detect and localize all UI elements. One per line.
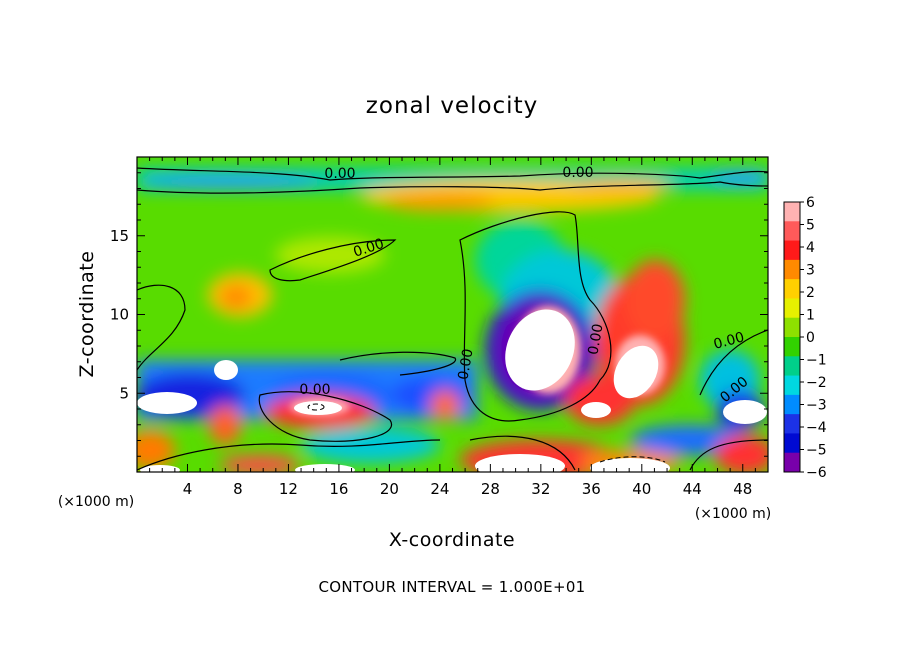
colorbar-tick-label: −1 — [806, 353, 827, 369]
colorbar-swatch — [784, 433, 800, 454]
colorbar-swatch — [784, 414, 800, 434]
colorbar: 6 5 4 3 2 1 0 −1 −2 −3 −4 −5 −6 — [783, 195, 827, 481]
colorbar-swatch — [784, 279, 800, 299]
y-axis-title: Z-coordinate — [76, 251, 98, 378]
colorbar-swatch — [784, 202, 800, 222]
contour-label: 0.00 — [455, 348, 476, 381]
colorbar-tick-label: 0 — [806, 330, 815, 346]
x-unit-label-right: (×1000 m) — [695, 506, 771, 522]
colorbar-swatch — [784, 375, 800, 396]
y-axis: 5 10 15 — [110, 172, 768, 457]
x-tick-label: 20 — [380, 480, 399, 498]
zero-contours — [137, 167, 768, 471]
contour-label: 0.00 — [585, 323, 606, 356]
x-tick-label: 40 — [632, 480, 651, 498]
colorbar-tick-label: −6 — [806, 465, 827, 481]
x-tick-label: 16 — [329, 480, 348, 498]
x-tick-label: 24 — [430, 480, 449, 498]
colorbar-tick-label: 1 — [806, 308, 815, 324]
x-axis: 4 8 12 16 20 24 28 32 36 40 44 48 — [149, 157, 756, 498]
y-tick-label: 10 — [110, 306, 129, 324]
contour-interval-note: CONTOUR INTERVAL = 1.000E+01 — [318, 578, 585, 596]
contour-labels: 0.00 0.000.000.000.000.00 0.000.00 — [299, 165, 751, 406]
x-tick-label: 48 — [733, 480, 752, 498]
colorbar-tick-label: 4 — [806, 240, 815, 256]
colorbar-tick-label: 6 — [806, 195, 815, 211]
colorbar-swatch — [784, 259, 800, 280]
heatmap-field — [137, 157, 768, 472]
colorbar-swatch — [784, 298, 800, 319]
colorbar-tick-label: −2 — [806, 375, 827, 391]
contour-label: 0.00 — [299, 382, 330, 398]
x-tick-label: 28 — [481, 480, 500, 498]
colorbar-swatch — [784, 317, 800, 338]
x-tick-label: 12 — [279, 480, 298, 498]
y-tick-label: 5 — [119, 384, 129, 402]
y-tick-label: 15 — [110, 227, 129, 245]
colorbar-tick-label: 2 — [806, 285, 815, 301]
colorbar-tick-label: 5 — [806, 218, 815, 234]
colorbar-tick-label: 3 — [806, 263, 815, 279]
colorbar-swatch — [784, 337, 800, 357]
colorbar-tick-label: −5 — [806, 443, 827, 459]
jet-core-saturated — [505, 309, 575, 391]
contour-label: 0.00 — [324, 166, 355, 182]
contour-label: 0.00 — [562, 165, 593, 181]
x-tick-label: 4 — [183, 480, 193, 498]
colorbar-swatch — [784, 221, 800, 242]
x-tick-label: 32 — [531, 480, 550, 498]
colorbar-swatch — [784, 394, 800, 415]
x-unit-label-left: (×1000 m) — [58, 494, 134, 510]
colorbar-swatch — [784, 240, 800, 261]
x-tick-label: 44 — [683, 480, 702, 498]
x-tick-label: 36 — [582, 480, 601, 498]
contour-label: 0.00 — [712, 329, 746, 353]
colorbar-swatch — [784, 356, 800, 377]
chart-title: zonal velocity — [366, 93, 538, 119]
x-tick-label: 8 — [233, 480, 243, 498]
colorbar-tick-label: −3 — [806, 398, 827, 414]
x-axis-title: X-coordinate — [389, 529, 515, 551]
colorbar-tick-label: −4 — [806, 420, 827, 436]
colorbar-swatch — [784, 452, 800, 473]
